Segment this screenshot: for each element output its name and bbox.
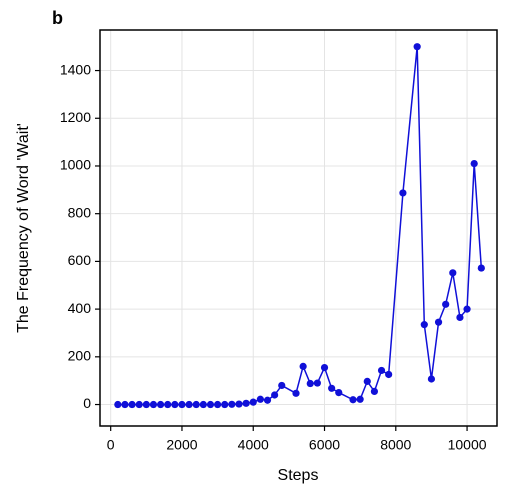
y-tick-label: 0	[83, 395, 91, 411]
line	[117, 46, 483, 406]
marker	[121, 400, 129, 409]
marker	[228, 400, 236, 408]
marker	[214, 400, 222, 409]
y-tick-label: 1200	[60, 109, 91, 125]
marker	[206, 400, 215, 409]
marker	[320, 363, 329, 372]
marker	[263, 396, 272, 404]
y-tick-label: 600	[68, 252, 92, 268]
marker	[156, 400, 165, 409]
marker	[363, 377, 371, 385]
marker	[185, 400, 193, 409]
y-tick-label: 400	[68, 300, 92, 316]
marker	[164, 400, 172, 409]
marker	[178, 400, 186, 409]
marker	[278, 381, 286, 390]
marker	[221, 400, 229, 409]
y-tick-label: 1000	[60, 157, 91, 173]
marker	[385, 370, 393, 379]
marker	[449, 269, 457, 277]
marker	[199, 400, 207, 409]
panel-label: b	[52, 8, 63, 28]
x-tick-label: 10000	[448, 437, 487, 453]
marker	[249, 398, 257, 406]
marker	[256, 395, 264, 403]
marker	[377, 366, 386, 375]
marker	[313, 379, 321, 387]
marker	[370, 387, 379, 396]
marker	[149, 400, 158, 409]
y-tick-label: 800	[68, 204, 92, 220]
marker	[128, 400, 136, 409]
x-tick-label: 2000	[166, 437, 197, 453]
marker	[442, 300, 450, 308]
marker	[242, 399, 250, 407]
marker	[427, 375, 436, 383]
marker	[171, 400, 179, 409]
marker	[477, 264, 485, 272]
x-tick-label: 0	[107, 437, 115, 453]
plot-frame	[99, 29, 498, 427]
x-tick-label: 4000	[238, 437, 269, 453]
marker	[292, 389, 300, 397]
marker	[299, 362, 307, 370]
x-tick-label: 6000	[309, 437, 340, 453]
marker	[335, 389, 343, 397]
marker	[434, 318, 443, 326]
marker	[306, 379, 314, 388]
x-axis-label: Steps	[278, 467, 319, 484]
marker	[356, 395, 364, 403]
marker	[349, 396, 357, 404]
marker	[135, 400, 143, 409]
y-axis-label: The Frequency of Word 'Wait'	[15, 123, 32, 333]
marker	[413, 43, 421, 51]
marker	[114, 400, 122, 409]
marker	[142, 400, 150, 409]
marker	[456, 313, 464, 322]
x-tick-label: 8000	[380, 437, 411, 453]
marker	[420, 321, 428, 329]
y-tick-label: 200	[68, 348, 92, 364]
marker	[463, 305, 471, 313]
marker	[328, 384, 336, 392]
marker	[235, 400, 243, 408]
marker	[399, 189, 407, 197]
y-tick-label: 1400	[60, 61, 91, 77]
marker	[271, 391, 279, 399]
marker	[192, 400, 200, 409]
marker	[470, 159, 478, 168]
